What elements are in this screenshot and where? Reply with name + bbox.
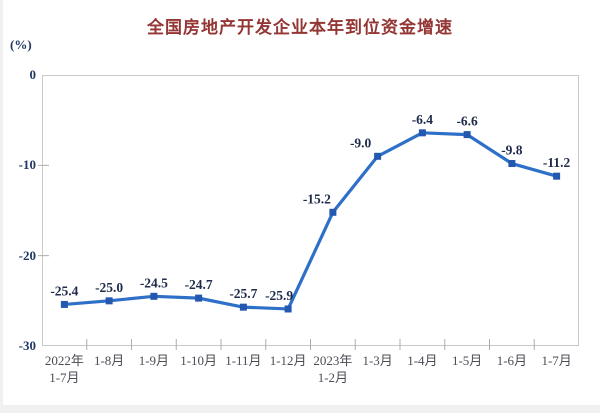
plot-area — [42, 75, 579, 346]
x-category-label: 1-6月 — [496, 353, 528, 368]
x-category-label: 2022年 1-7月 — [44, 353, 84, 385]
y-tick-label: -20 — [18, 247, 36, 263]
page-left-edge — [0, 0, 3, 413]
x-category-label: 1-12月 — [269, 353, 307, 368]
y-tick-label: 0 — [29, 67, 37, 82]
page-bottom-edge — [0, 405, 600, 413]
x-category-label: 1-9月 — [138, 353, 170, 368]
x-category-label: 2023年 1-2月 — [313, 353, 353, 385]
x-category-label: 1-5月 — [451, 353, 483, 368]
x-category-label: 1-3月 — [362, 353, 393, 368]
x-category-label: 1-7月 — [541, 353, 572, 368]
x-category-label: 1-4月 — [407, 353, 438, 368]
x-category-label: 1-11月 — [225, 353, 262, 368]
y-tick-label: -10 — [18, 157, 36, 173]
chart-title: 全国房地产开发企业本年到位资金增速 — [147, 18, 453, 37]
x-category-label: 1-8月 — [93, 353, 125, 368]
x-category-label: 1-10月 — [180, 353, 218, 368]
y-axis-unit-label: (%) — [10, 37, 32, 52]
y-tick-label: -30 — [18, 338, 36, 353]
